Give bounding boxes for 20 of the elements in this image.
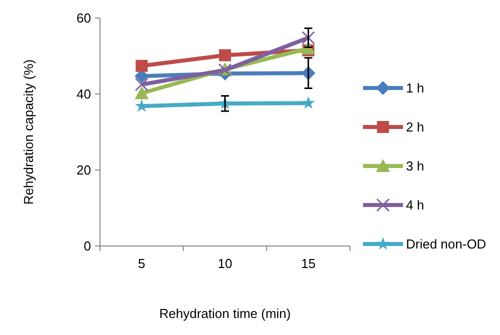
y-tick-label: 20: [76, 162, 91, 178]
y-axis-title: Rehydration capacity (%): [21, 59, 36, 205]
point: [136, 60, 148, 72]
x-tick-label: 15: [301, 256, 316, 271]
point: [302, 31, 316, 45]
x-tick-label: 5: [138, 256, 146, 271]
y-tick-label: 0: [84, 238, 91, 254]
point: [219, 49, 231, 62]
point: [302, 96, 315, 109]
y-tick-label: 60: [76, 10, 91, 26]
point: [134, 86, 149, 100]
y-tick-label: 40: [76, 86, 91, 102]
point: [134, 78, 148, 92]
legend-label: Dried non-OD: [406, 236, 486, 252]
legend-label: 4 h: [406, 198, 424, 213]
legend-label: 3 h: [406, 158, 424, 174]
legend-label: 1 h: [406, 80, 424, 96]
legend-label: 2 h: [406, 120, 424, 135]
x-tick-label: 10: [218, 256, 232, 271]
x-axis-title: Rehydration time (min): [159, 306, 291, 321]
